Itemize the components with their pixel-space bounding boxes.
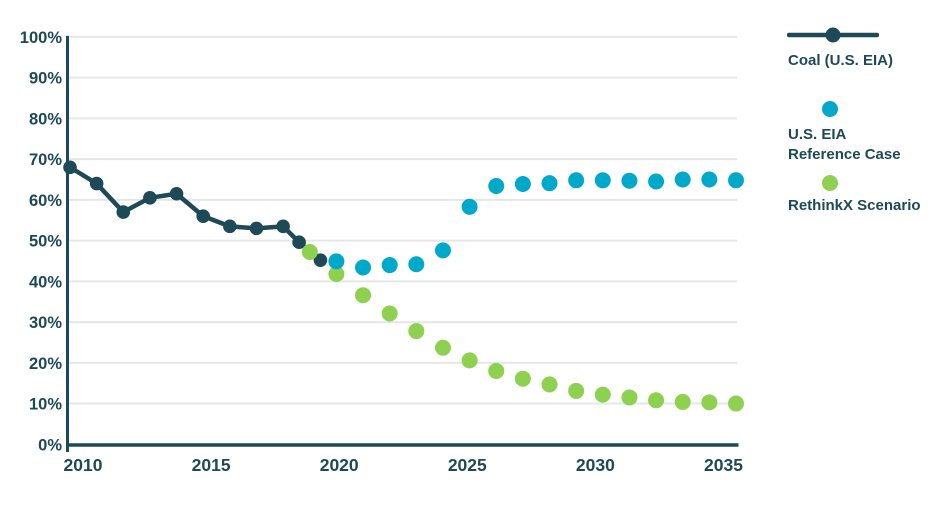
reference-case-point — [355, 259, 372, 276]
y-tick-label: 0% — [38, 436, 62, 454]
reference-case-point — [381, 257, 398, 274]
reference-case-point — [461, 198, 478, 215]
y-tick-label: 100% — [20, 29, 63, 47]
rethinkx-point — [488, 362, 505, 379]
x-tick-label: 2010 — [64, 455, 103, 475]
coal-point — [196, 209, 210, 223]
coal-point — [276, 219, 290, 234]
rethinkx-point — [728, 395, 744, 412]
rethinkx-point — [648, 392, 665, 409]
rethinkx-point — [541, 376, 558, 393]
x-tick-label: 2025 — [448, 455, 487, 475]
coal-point — [169, 186, 184, 201]
x-tick-label: 2035 — [704, 455, 743, 475]
coal-point — [63, 160, 77, 175]
coal-point — [223, 219, 237, 234]
y-tick-label: 20% — [29, 355, 62, 373]
rethinkx-point — [621, 389, 638, 406]
y-tick-label: 80% — [29, 110, 62, 128]
reference-case-point — [701, 171, 718, 188]
reference-case-point — [674, 171, 691, 188]
legend-label-coal: Coal (U.S. EIA) — [788, 52, 894, 69]
reference-legend-dot-icon — [822, 101, 838, 117]
x-tick-label: 2030 — [576, 455, 615, 475]
y-tick-label: 60% — [29, 192, 62, 210]
legend-label-reference-case: U.S. EIA Reference Case — [788, 126, 901, 163]
rethinkx-point — [674, 393, 691, 410]
coal-point — [249, 221, 264, 236]
reference-case-point — [594, 172, 611, 189]
y-tick-label: 70% — [29, 151, 62, 169]
coal-legend-dot-icon — [825, 27, 841, 43]
y-tick-label: 30% — [29, 314, 62, 332]
coal-point — [116, 205, 131, 219]
rethinkx-point — [355, 287, 372, 304]
reference-case-point — [408, 256, 425, 273]
coal-legend-marker — [787, 27, 879, 43]
rethinkx-point — [461, 352, 478, 369]
rethinkx-point — [381, 305, 398, 322]
legend-label-rethinkx: RethinkX Scenario — [788, 197, 921, 214]
rethinkx-point — [301, 244, 318, 261]
coal-point — [313, 253, 328, 267]
y-tick-label: 50% — [29, 233, 62, 251]
reference-case-point — [514, 175, 531, 192]
rethinkx-legend-dot-icon — [822, 175, 838, 191]
rethinkx-point — [701, 394, 718, 411]
reference-case-point — [328, 253, 345, 270]
reference-case-point — [434, 242, 451, 259]
y-tick-label: 10% — [29, 396, 62, 414]
y-tick-label: 40% — [29, 273, 62, 291]
y-tick-label: 90% — [29, 70, 62, 88]
coal-line — [68, 165, 322, 262]
rethinkx-point — [328, 266, 345, 283]
reference-case-point — [648, 173, 665, 190]
reference-case-point — [488, 178, 505, 195]
rethinkx-point — [594, 386, 611, 403]
reference-case-point — [568, 172, 585, 189]
reference-case-point — [728, 172, 744, 189]
coal-point — [89, 176, 104, 191]
rethinkx-point — [514, 370, 531, 387]
x-tick-label: 2015 — [192, 455, 231, 475]
coal-point — [292, 235, 306, 250]
reference-case-point — [541, 175, 558, 192]
coal-point — [143, 191, 157, 205]
rethinkx-point — [568, 382, 585, 399]
reference-case-point — [621, 172, 638, 189]
legend: Coal (U.S. EIA) U.S. EIA Reference Case … — [786, 0, 948, 240]
rethinkx-point — [408, 323, 425, 340]
x-tick-label: 2020 — [320, 455, 359, 475]
rethinkx-point — [434, 339, 451, 356]
